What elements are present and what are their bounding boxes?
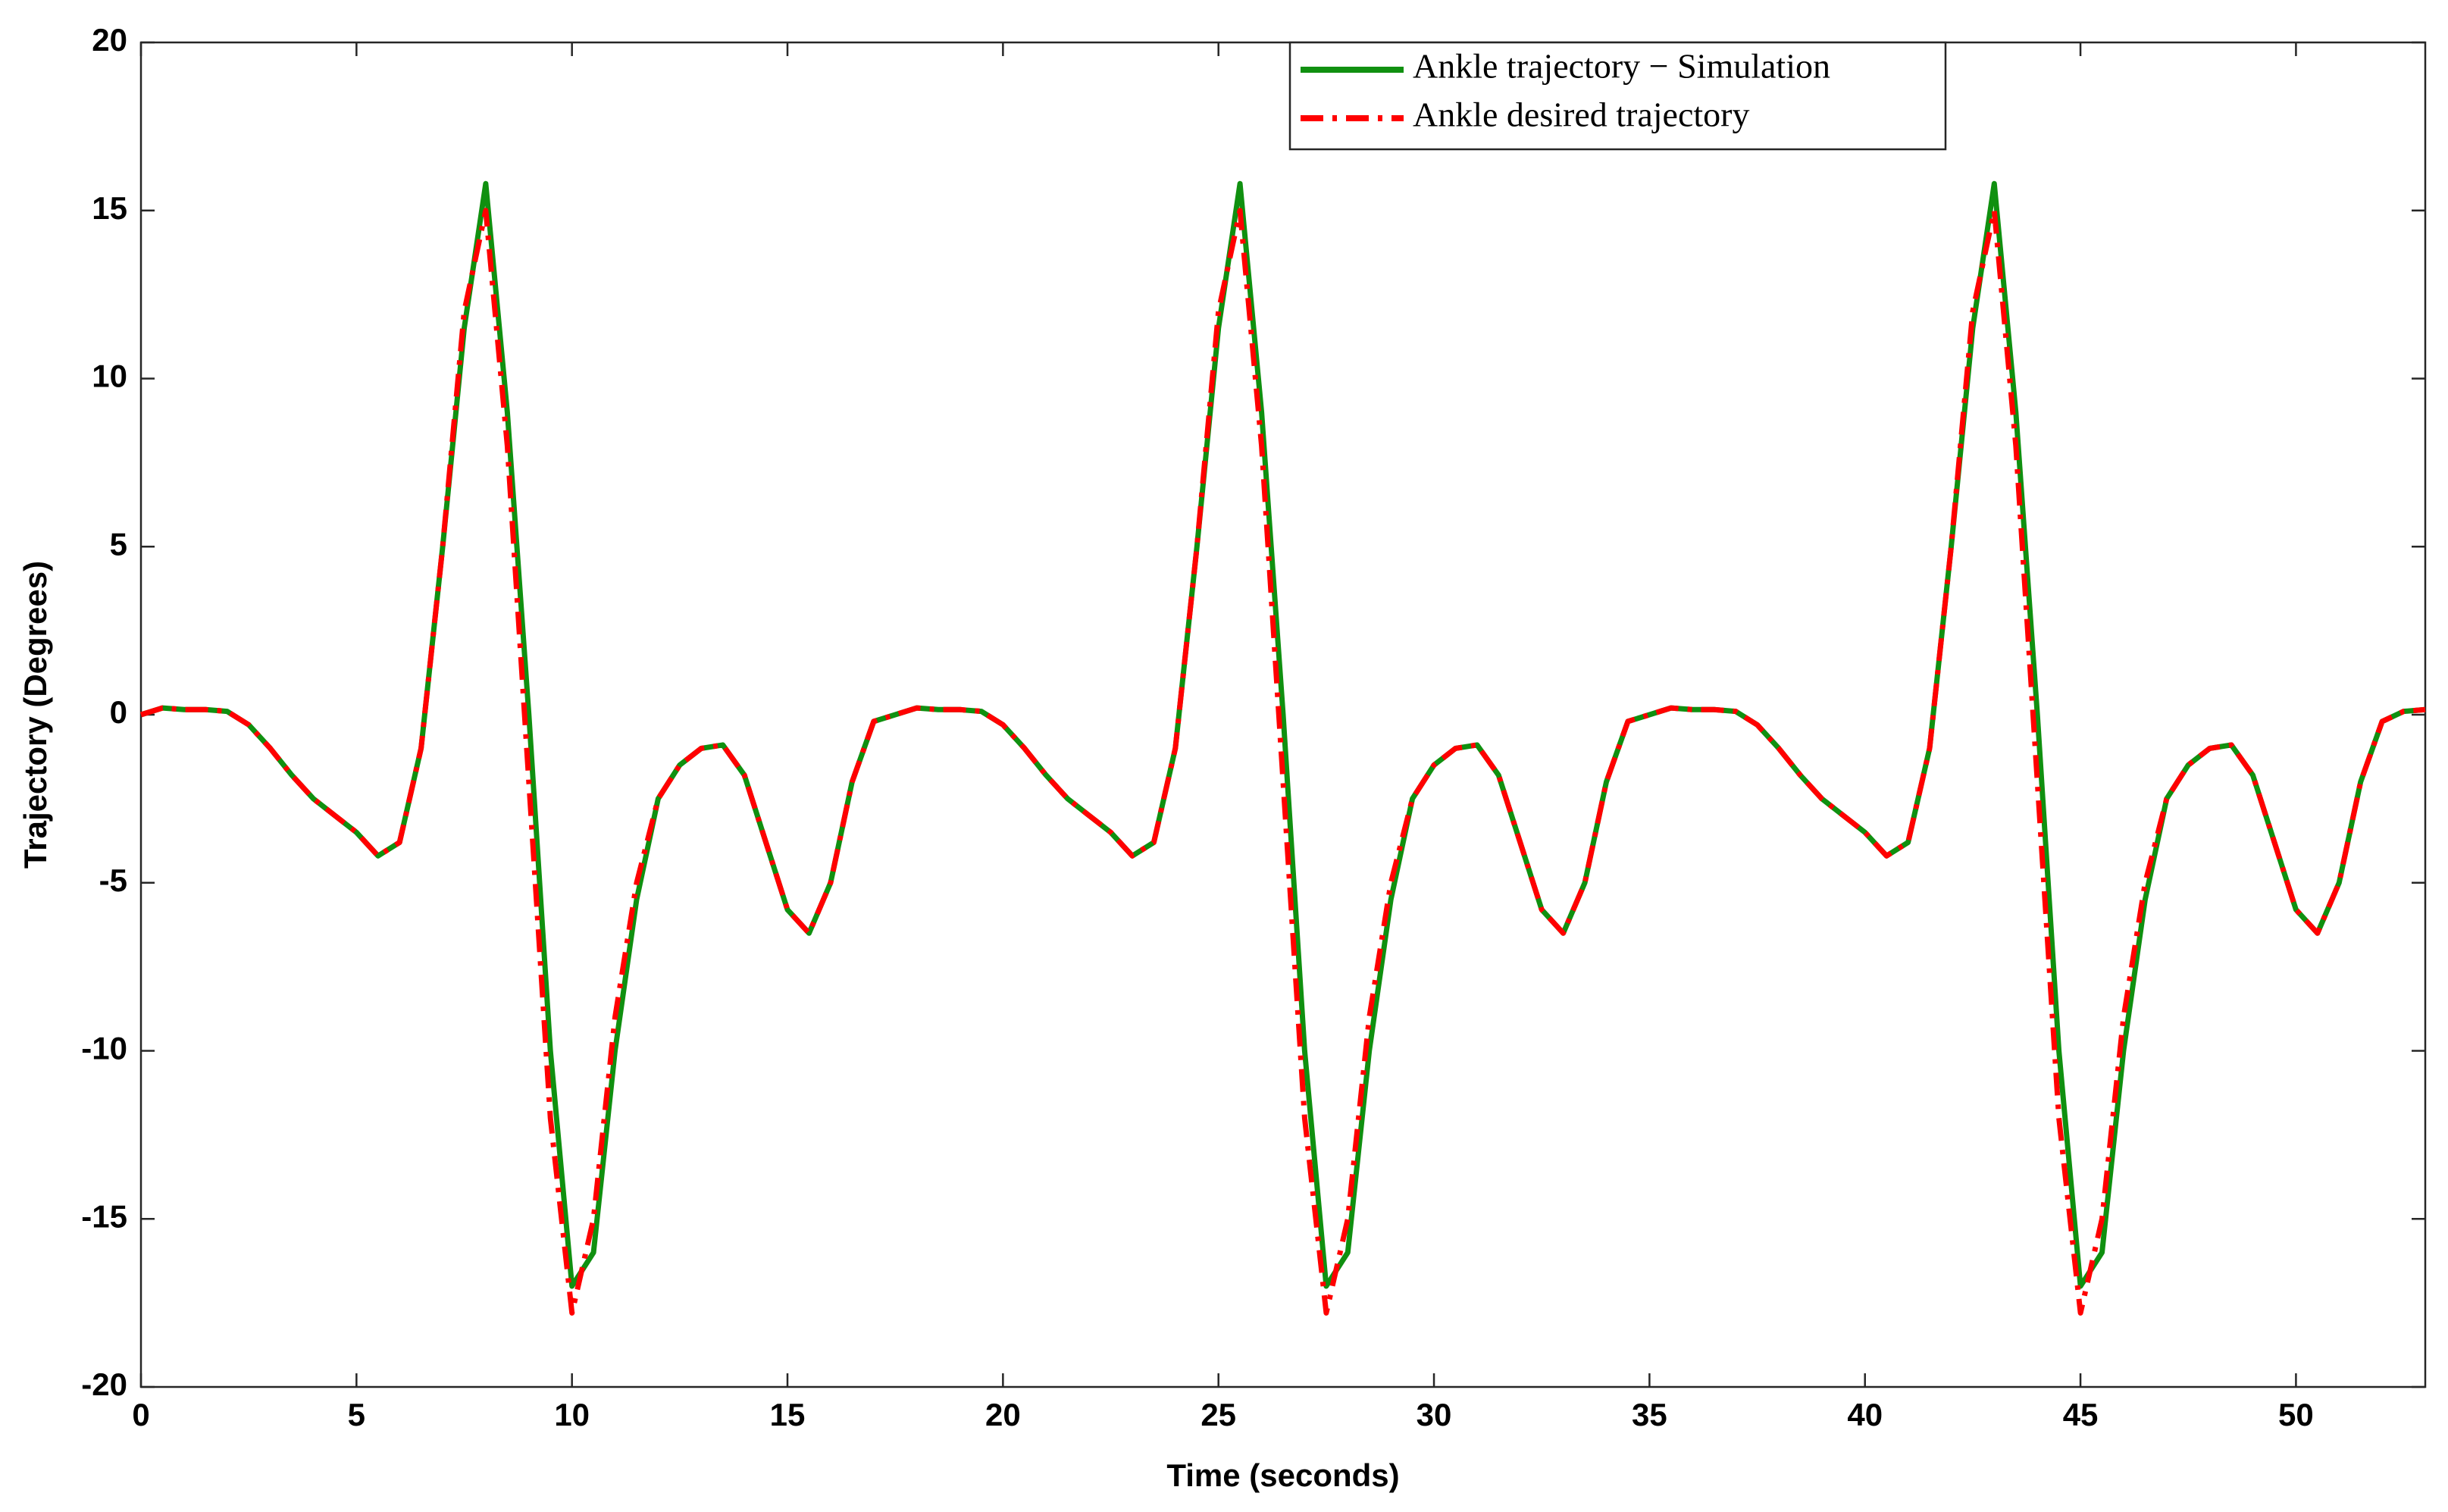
x-tick-label: 20	[985, 1397, 1021, 1432]
series-line	[139, 180, 2426, 1289]
legend-label: Ankle trajectory − Simulation	[1413, 47, 1830, 86]
x-axis-label: Time (seconds)	[1166, 1457, 1399, 1493]
x-tick-label: 30	[1417, 1397, 1452, 1432]
legend-label: Ankle desired trajectory	[1413, 95, 1749, 134]
y-tick-label: -15	[81, 1198, 127, 1234]
series-line	[139, 208, 2426, 1316]
y-tick-label: 10	[92, 358, 127, 394]
y-tick-label: 15	[92, 190, 127, 226]
x-tick-label: 25	[1201, 1397, 1236, 1432]
legend-box	[1288, 41, 1947, 151]
x-tick-label: 15	[770, 1397, 806, 1432]
x-tick-label: 35	[1632, 1397, 1667, 1432]
y-tick-label: -10	[81, 1031, 127, 1066]
y-tick-label: 20	[92, 22, 127, 58]
x-tick-label: 50	[2278, 1397, 2314, 1432]
y-tick-label: 0	[110, 694, 127, 730]
y-tick-label: -5	[99, 862, 127, 898]
x-tick-label: 0	[132, 1397, 149, 1432]
x-tick-label: 40	[1847, 1397, 1883, 1432]
y-axis-label: Trajectory (Degrees)	[17, 561, 53, 869]
x-tick-label: 45	[2063, 1397, 2099, 1432]
x-tick-label: 10	[554, 1397, 590, 1432]
y-tick-label: 5	[110, 526, 127, 562]
x-tick-label: 5	[348, 1397, 365, 1432]
y-tick-label: -20	[81, 1366, 127, 1402]
